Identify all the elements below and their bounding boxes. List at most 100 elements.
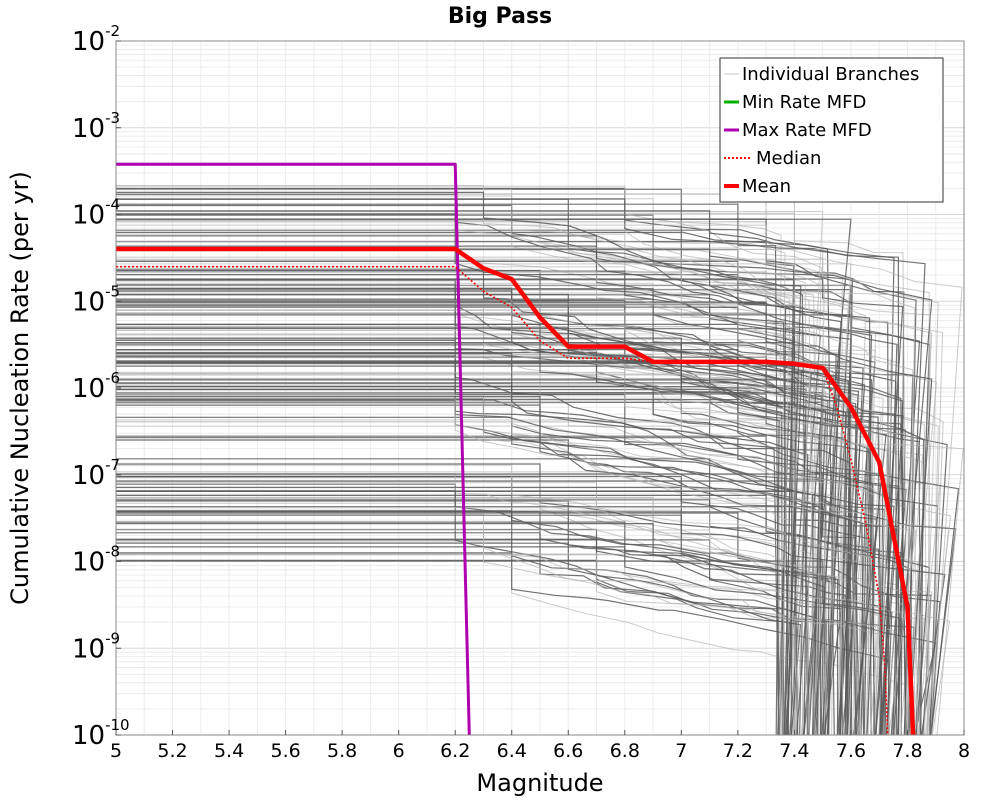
branch-line [116, 248, 795, 735]
branch-line [116, 213, 789, 735]
branch-line [116, 514, 826, 735]
legend-label: Mean [742, 176, 791, 197]
branch-line [116, 288, 933, 735]
branch-line [116, 513, 895, 735]
y-tick-label: 10-5 [72, 282, 120, 317]
branch-line [116, 385, 876, 735]
legend-box [719, 57, 944, 203]
x-tick-label: 7.6 [836, 740, 866, 762]
branch-line [116, 210, 926, 735]
mean-line [116, 246, 916, 735]
branch-line [116, 198, 900, 735]
branch-line [116, 339, 884, 735]
branch-line [116, 337, 925, 735]
branch-line [116, 521, 839, 735]
branch-line [116, 394, 917, 735]
branch-line [116, 198, 782, 735]
branch-line [116, 481, 930, 735]
branch-line [116, 307, 799, 735]
x-axis-label: Magnitude [476, 769, 603, 797]
branch-line [116, 352, 809, 735]
x-tick-label: 8 [958, 740, 970, 762]
branch-line [116, 249, 916, 735]
individual-branches [116, 185, 964, 735]
legend-label: Individual Branches [742, 64, 919, 85]
x-tick-label: 6.6 [553, 740, 583, 762]
branch-line [116, 203, 780, 735]
branch-line [116, 371, 912, 735]
branch-line [116, 388, 814, 735]
x-tick-label: 7 [675, 740, 687, 762]
x-tick-label: 6.2 [440, 740, 470, 762]
branch-line [116, 383, 964, 735]
branch-line [116, 421, 875, 735]
branch-line [116, 327, 896, 735]
branch-line [116, 473, 933, 735]
branch-line [116, 394, 950, 735]
branch-line [116, 396, 895, 735]
y-tick-label: 10-2 [72, 22, 120, 57]
y-tick-label: 10-8 [72, 543, 120, 578]
branch-line [116, 437, 875, 735]
y-tick-label: 10-10 [72, 716, 130, 751]
y-tick-label: 10-4 [72, 196, 120, 231]
branch-line [116, 483, 830, 735]
branch-line [116, 309, 894, 735]
branch-line [116, 211, 824, 735]
branch-line [116, 224, 825, 735]
branch-line [116, 247, 815, 735]
branch-line [116, 397, 889, 735]
branch-line [116, 193, 898, 735]
branch-line [116, 392, 828, 735]
branch-line [116, 298, 864, 735]
branch-line [116, 189, 930, 735]
branch-line [116, 507, 821, 735]
x-tick-label: 6.8 [610, 740, 640, 762]
branch-line [116, 304, 855, 735]
summary-curves [116, 162, 916, 735]
branch-line [116, 193, 963, 735]
branch-line [116, 326, 810, 735]
x-tick-label: 5.6 [270, 740, 300, 762]
x-tick-label: 5 [110, 740, 122, 762]
branch-line [116, 211, 795, 735]
branch-line [116, 373, 952, 735]
max-rate-mfd-line [116, 162, 471, 735]
branch-line [116, 393, 888, 735]
legend: Individual Branches Min Rate MFD Max Rate … [719, 57, 944, 203]
y-tick-label: 10-3 [72, 109, 120, 144]
branch-line [116, 490, 802, 735]
branch-line [116, 263, 852, 735]
x-tick-label: 7.4 [779, 740, 809, 762]
chart-title: Big Pass [448, 4, 552, 29]
legend-label: Min Rate MFD [742, 92, 866, 113]
branch-line [116, 191, 802, 735]
x-tick-label: 7.2 [723, 740, 753, 762]
branch-line [116, 210, 939, 735]
branch-line [116, 500, 846, 735]
branch-line [116, 560, 893, 735]
branch-line [116, 540, 951, 735]
branch-line [116, 494, 930, 735]
y-tick-label: 10-6 [72, 369, 120, 404]
legend-label: Max Rate MFD [742, 120, 872, 141]
branch-line [116, 506, 860, 735]
branch-line [116, 464, 872, 735]
branch-line [116, 529, 810, 735]
y-axis-ticks: 10-2 10-3 10-4 10-5 10-6 10-7 10-8 10-9 10-10 [72, 22, 130, 751]
y-tick-label: 10-7 [72, 456, 120, 491]
y-axis-label: Cumulative Nucleation Rate (per yr) [6, 171, 34, 605]
branch-line [116, 304, 857, 735]
x-tick-label: 5.8 [327, 740, 357, 762]
branch-line [116, 382, 780, 735]
x-tick-label: 6.4 [497, 740, 527, 762]
y-tick-label: 10-9 [72, 629, 120, 664]
branch-line [116, 268, 841, 735]
branch-line [116, 278, 904, 735]
branch-line [116, 218, 852, 735]
branch-line [116, 220, 810, 735]
branch-line [116, 398, 865, 735]
x-tick-label: 5.4 [214, 740, 244, 762]
x-tick-label: 5.2 [157, 740, 187, 762]
